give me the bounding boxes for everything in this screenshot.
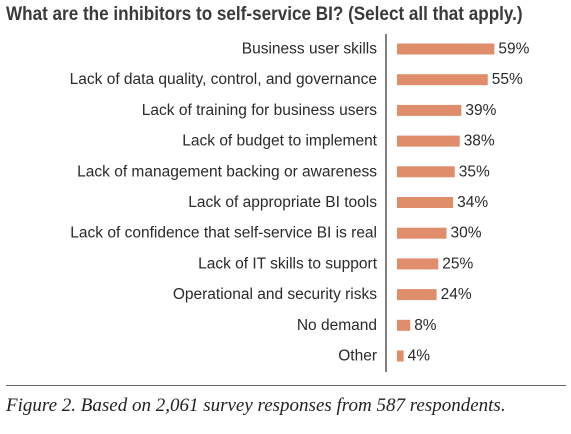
- value-label: 39%: [465, 102, 496, 119]
- bar: [397, 227, 447, 239]
- category-label: Lack of confidence that self-service BI …: [70, 225, 377, 242]
- value-label: 8%: [414, 317, 437, 334]
- bar: [397, 319, 411, 331]
- bar: [397, 197, 454, 208]
- bar: [397, 104, 462, 116]
- category-label: Lack of data quality, control, and gover…: [70, 71, 377, 88]
- value-label: 30%: [451, 225, 482, 242]
- value-label: 59%: [498, 41, 529, 58]
- value-label: 35%: [459, 163, 490, 180]
- bar: [397, 74, 488, 86]
- value-label: 4%: [408, 348, 431, 365]
- figure-caption: Figure 2. Based on 2,061 survey response…: [6, 395, 506, 416]
- bar: [397, 43, 495, 55]
- bar: [397, 135, 460, 147]
- category-label: Lack of budget to implement: [182, 133, 377, 150]
- value-label: 55%: [492, 71, 523, 88]
- category-label: Lack of appropriate BI tools: [188, 194, 377, 211]
- category-label: No demand: [297, 317, 377, 334]
- chart-title: What are the inhibitors to self-service …: [6, 4, 523, 25]
- category-label: Business user skills: [242, 41, 377, 58]
- bar-chart: Business user skills 59% Lack of data qual…: [70, 34, 530, 372]
- caption-divider: [6, 385, 566, 386]
- category-label: Lack of training for business users: [142, 102, 377, 119]
- value-label: 38%: [464, 133, 495, 150]
- value-label: 25%: [442, 255, 473, 272]
- category-label: Lack of IT skills to support: [198, 255, 378, 272]
- bar: [397, 289, 437, 301]
- bar: [397, 350, 404, 362]
- value-label: 34%: [457, 194, 488, 211]
- category-label: Lack of management backing or awareness: [77, 163, 377, 180]
- bar: [397, 258, 439, 270]
- bar: [397, 166, 455, 178]
- category-label: Other: [338, 348, 377, 365]
- bars-group: Business user skills 59% Lack of data qual…: [70, 41, 530, 365]
- value-label: 24%: [441, 286, 472, 303]
- category-label: Operational and security risks: [173, 286, 377, 303]
